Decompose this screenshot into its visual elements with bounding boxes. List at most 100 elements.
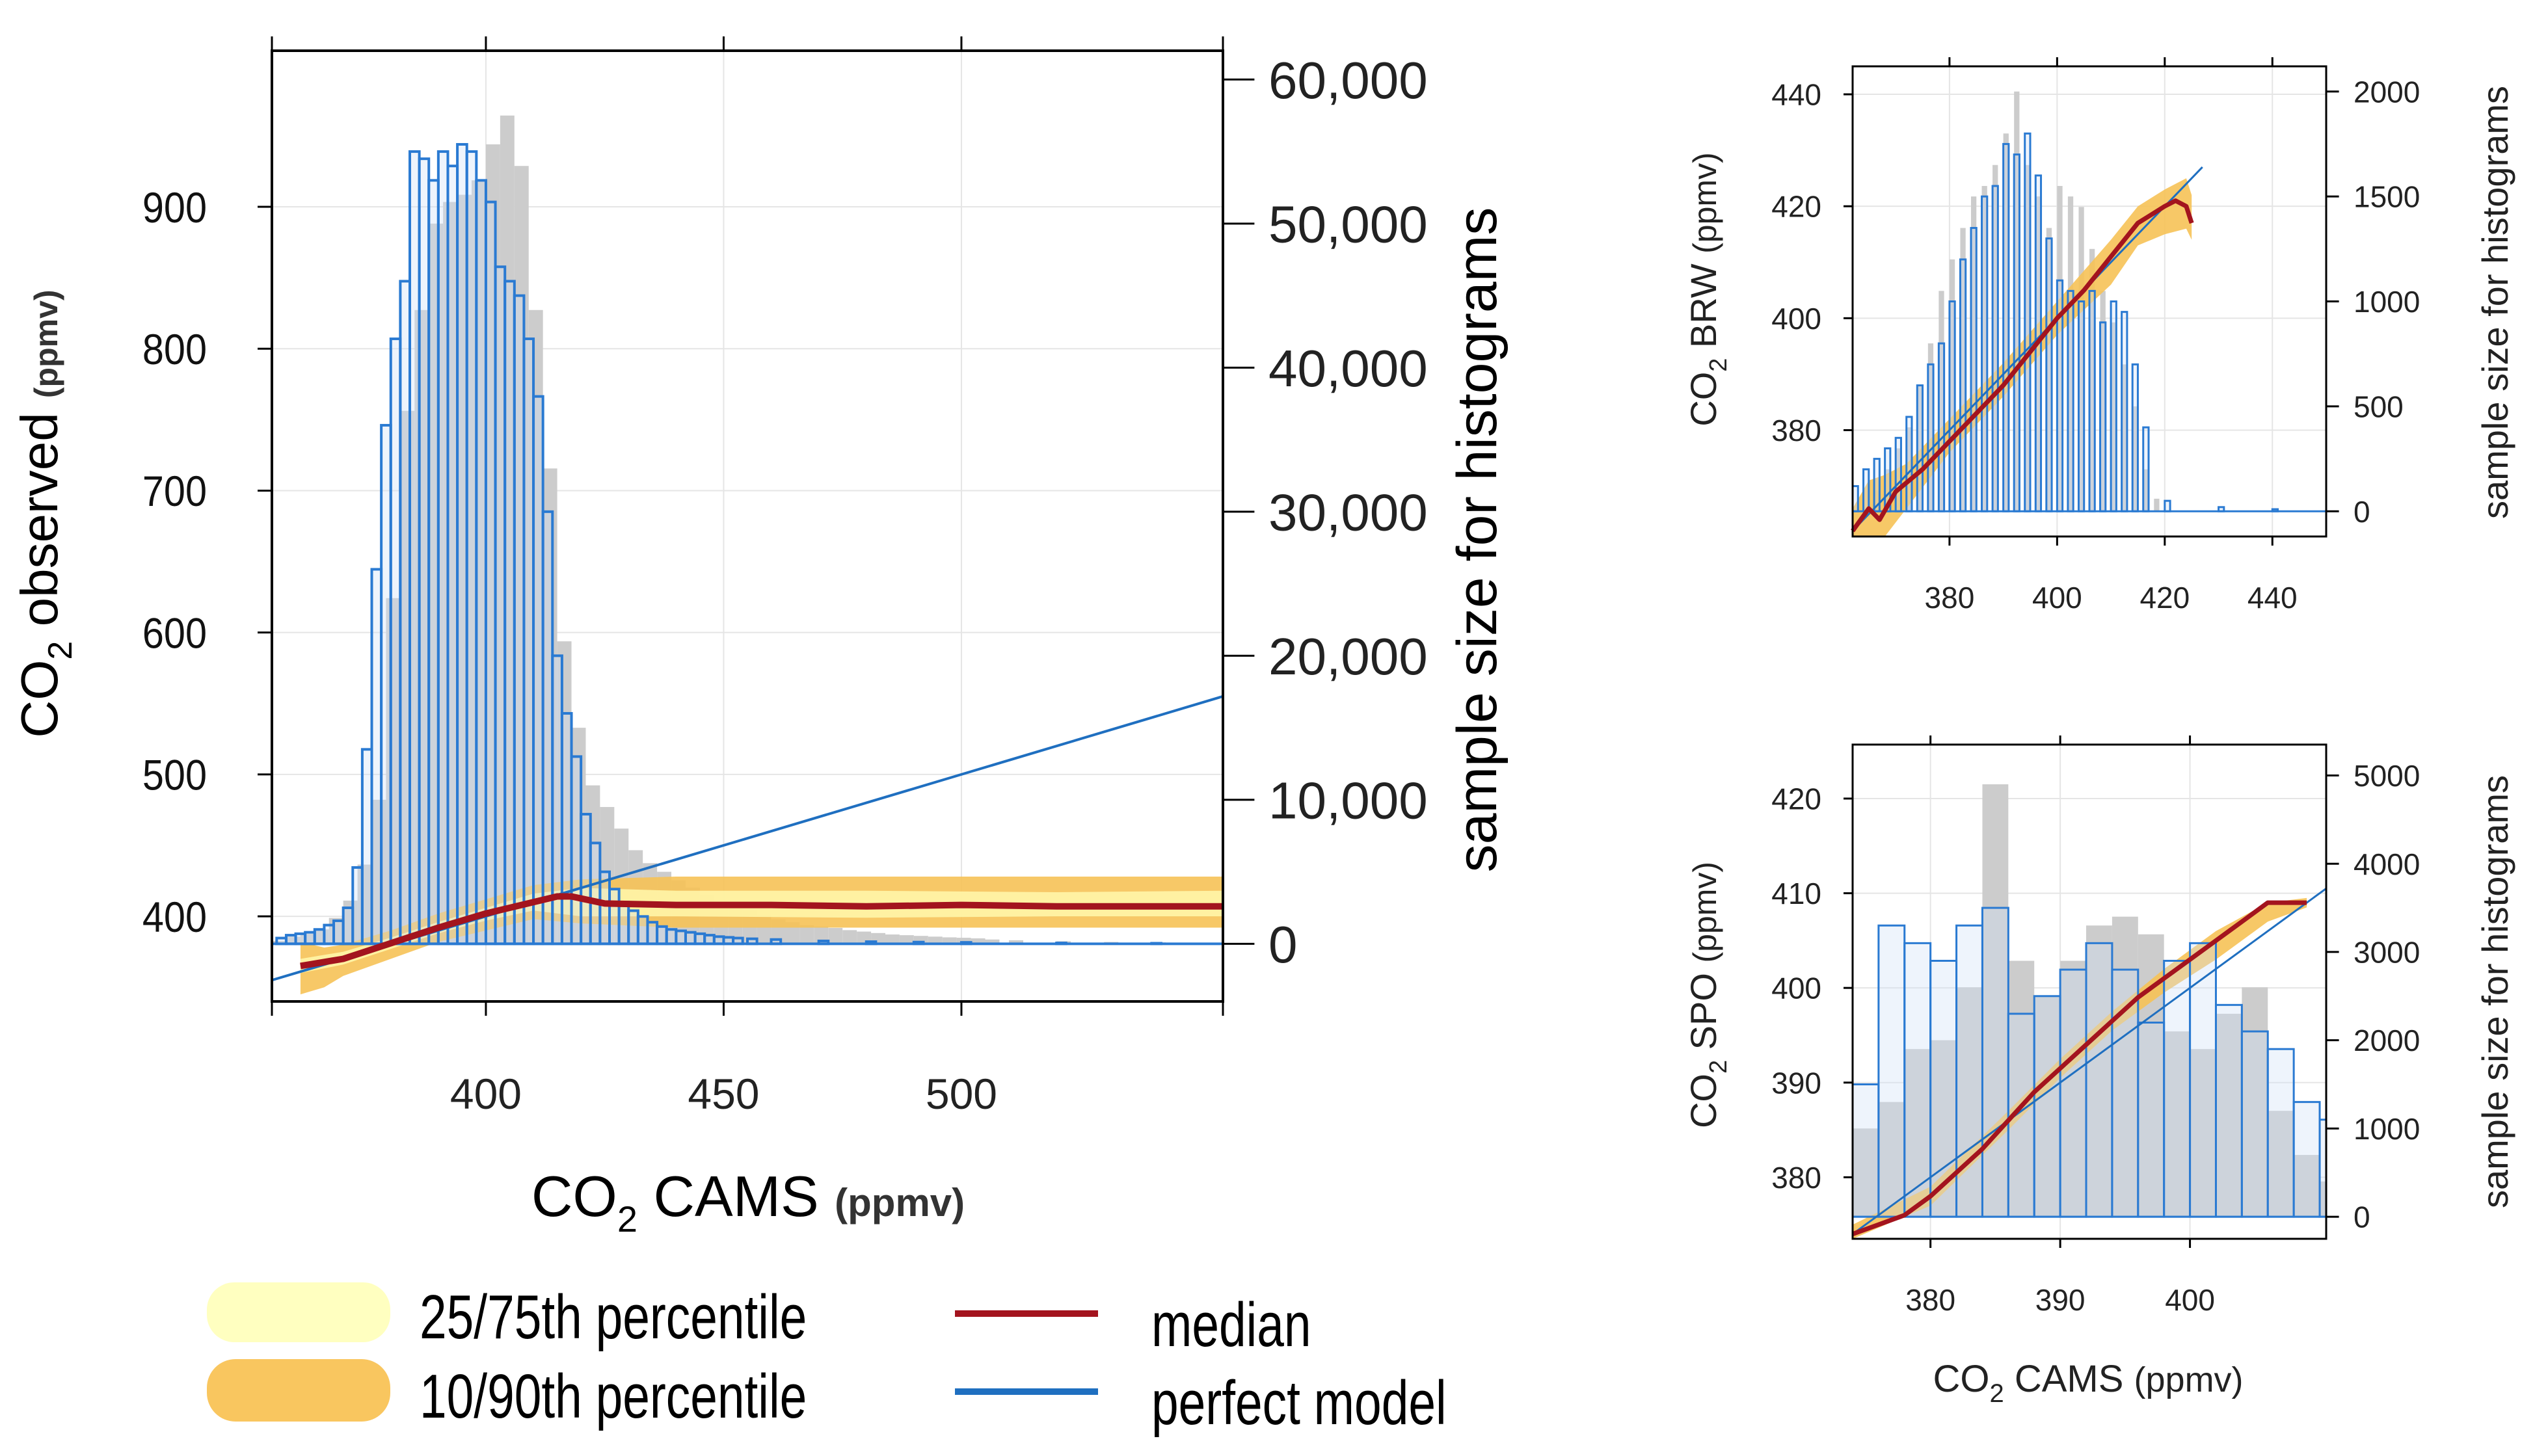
model-histogram-bar [1894,436,1902,512]
observed-histogram-bar [2008,960,2035,1217]
observed-histogram-bar [1927,343,1934,512]
y-tick-label: 600 [142,610,207,658]
model-histogram-bar [1937,342,1946,512]
model-histogram-bar [1981,195,1989,512]
model-histogram-bar [2088,289,2096,512]
y-tick-label: 410 [1771,877,1821,910]
model-histogram-bar [2164,499,2171,512]
model-histogram-bar [627,909,639,946]
y2-tick-label: 20,000 [1268,628,1428,685]
observed-histogram-bar [1938,291,1944,512]
spo-x-axis-title: CO2 CAMS (ppmv) [1933,1358,2243,1408]
legend-swatch-25-75 [207,1282,390,1342]
x-tick-label: 440 [2247,581,2298,615]
model-histogram-bar [1851,1083,1880,1218]
model-histogram-bar [1905,416,1913,512]
y-tick-label: 800 [142,326,207,374]
observed-histogram-bar [2078,207,2084,512]
perfect-model-line [1852,888,2327,1235]
model-histogram-bar [617,901,630,946]
model-histogram-bar [2240,1030,2269,1218]
model-histogram-bar [2214,1003,2243,1218]
observed-histogram-bar [1878,1102,1905,1217]
median-line [1851,900,2307,1236]
y2-tick-label: 0 [2354,495,2370,529]
model-histogram-bar [1991,185,1999,512]
observed-histogram-bar [2164,1031,2190,1217]
y-tick-label: 400 [142,893,207,942]
observed-histogram-bar [814,926,829,944]
y2-tick-label: 0 [1268,916,1298,973]
model-histogram-bar [503,280,516,946]
model-histogram-bar [1862,468,1870,512]
model-histogram-bar [560,711,573,946]
brw-median-line [1851,198,2194,533]
model-histogram-bar [360,748,373,946]
observed-histogram-bar [2100,291,2106,512]
observed-histogram-bar [2086,925,2112,1217]
observed-histogram-bar [799,925,814,944]
observed-histogram-bar [2320,1181,2326,1217]
model-histogram-bar [551,654,563,946]
x-tick-label: 450 [688,1070,759,1118]
model-histogram-bar [2189,942,2217,1218]
model-histogram-bar [332,919,345,946]
model-histogram-bar [1948,300,1956,512]
main-model-histogram [272,142,1223,946]
model-histogram-bar [580,813,592,946]
observed-histogram-bar [2034,996,2061,1217]
spo-median-line [1851,900,2307,1236]
model-histogram-bar [380,423,392,946]
observed-histogram-bar [971,938,986,944]
model-histogram-bar [2266,1048,2295,1218]
spo-plot-frame [1851,743,2327,1240]
model-histogram-bar [684,931,697,946]
model-histogram-bar [2121,311,2128,512]
observed-histogram-bar [2121,364,2127,512]
observed-histogram-bar [1917,385,1923,512]
observed-histogram-bar [2111,322,2117,512]
observed-histogram-bar [885,934,900,944]
y-tick-label: 420 [1771,190,1821,224]
observed-histogram-bar [2014,91,2020,512]
model-histogram-bar [693,932,706,946]
y-tick-label: 440 [1771,78,1821,112]
model-histogram-bar [532,395,544,946]
y2-tick-label: 40,000 [1268,339,1428,397]
brw-chart: 380 400 420 440 380 400 420 440 0 500 1000 1500 20… [1683,57,2515,615]
x-tick-label: 400 [2165,1283,2215,1317]
model-histogram-bar [2110,300,2117,512]
observed-histogram-bar [1971,196,1977,512]
legend-label-perfect-model: perfect model [1151,1368,1447,1438]
model-histogram-bar [1959,258,1967,512]
brw-y2-axis-title: sample size for histograms [2475,86,2515,519]
model-histogram-bar [1981,907,2009,1218]
y-tick-label: 400 [1771,302,1821,336]
band-25-75-area [300,888,1223,973]
model-histogram-bar [1970,227,1978,512]
model-histogram-bar [494,265,507,946]
model-histogram-bar [2059,968,2087,1218]
spo-chart: 380 390 400 380 390 400 410 420 0 1000 2000 3000 4… [1683,735,2515,1408]
model-histogram-bar [2099,321,2107,512]
observed-histogram-bar [956,938,971,944]
observed-histogram-bar [2003,133,2009,512]
model-histogram-bar [570,755,583,946]
observed-histogram-bar [2143,469,2149,512]
main-median-line [300,893,1223,970]
observed-histogram-bar [1904,1049,1931,1217]
model-histogram-bar [513,294,526,946]
model-histogram-bar [646,921,659,946]
y2-tick-label: 500 [2354,390,2404,423]
median-line [300,893,1223,970]
observed-histogram-bar [985,939,1000,944]
main-chart: 400 450 500 400 500 600 700 800 900 0 10,000 20,0… [10,36,1509,1239]
observed-histogram-bar [1009,940,1023,944]
model-histogram-bar [2163,960,2192,1218]
model-histogram-bar [608,888,621,946]
model-histogram-bar [2142,426,2150,512]
observed-histogram-bar [2057,185,2063,512]
y2-tick-label: 30,000 [1268,484,1428,542]
spo-perfect-model-line [1852,888,2327,1235]
